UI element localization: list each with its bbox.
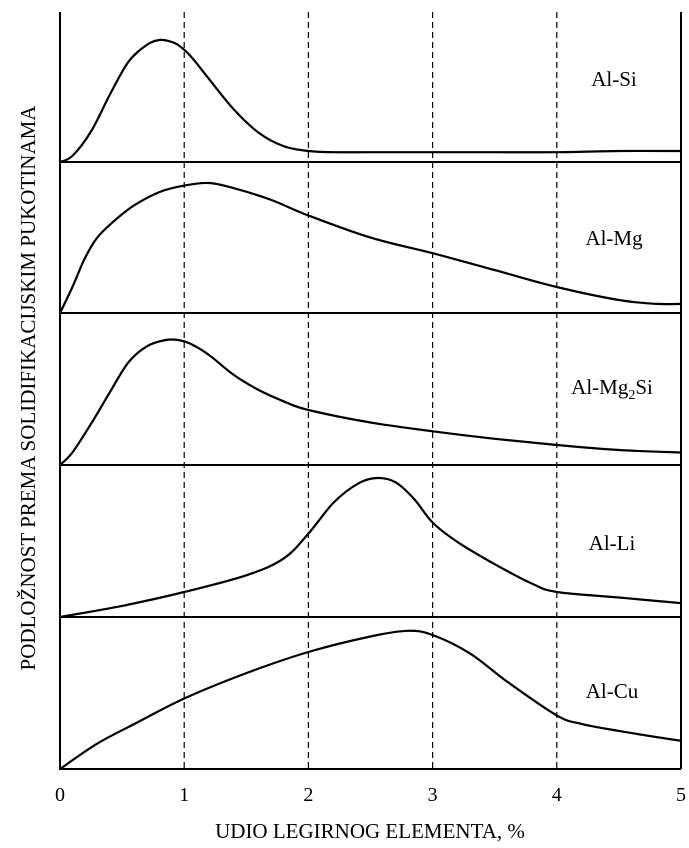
series-label-4: Al-Li xyxy=(589,531,636,555)
series-labels: Al-Si Al-Mg Al-Mg2Si Al-Li Al-Cu xyxy=(571,67,653,703)
series-curve-5 xyxy=(58,629,683,771)
x-tick-label-1: 1 xyxy=(179,784,189,806)
series-curves xyxy=(58,38,683,771)
series-label-5: Al-Cu xyxy=(586,679,639,703)
series-curve-3 xyxy=(58,338,683,467)
x-tick-label-4: 4 xyxy=(552,784,562,806)
panel-baselines xyxy=(59,12,682,770)
series-label-2: Al-Mg xyxy=(585,226,643,250)
x-tick-label-0: 0 xyxy=(55,784,65,806)
x-tick-labels: 0 1 2 3 4 5 xyxy=(55,784,686,806)
grid-lines xyxy=(183,12,558,769)
x-tick-label-2: 2 xyxy=(303,784,313,806)
x-axis-title: UDIO LEGIRNOG ELEMENTA, % xyxy=(215,819,525,843)
series-label-1: Al-Si xyxy=(591,67,637,91)
y-axis-title: PODLOŽNOST PREMA SOLIDIFIKACIJSKIM PUKOT… xyxy=(16,105,40,671)
series-curve-4 xyxy=(58,476,683,619)
x-tick-label-3: 3 xyxy=(428,784,438,806)
series-label-3: Al-Mg2Si xyxy=(571,375,653,403)
series-curve-1 xyxy=(58,38,683,164)
x-tick-label-5: 5 xyxy=(676,784,686,806)
series-curve-2 xyxy=(58,181,683,315)
